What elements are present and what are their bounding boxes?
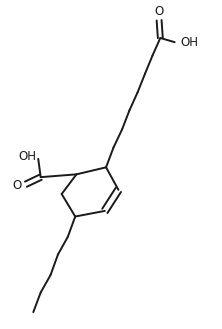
Text: O: O [155,5,164,18]
Text: O: O [12,179,21,192]
Text: OH: OH [180,36,198,49]
Text: OH: OH [18,150,36,163]
